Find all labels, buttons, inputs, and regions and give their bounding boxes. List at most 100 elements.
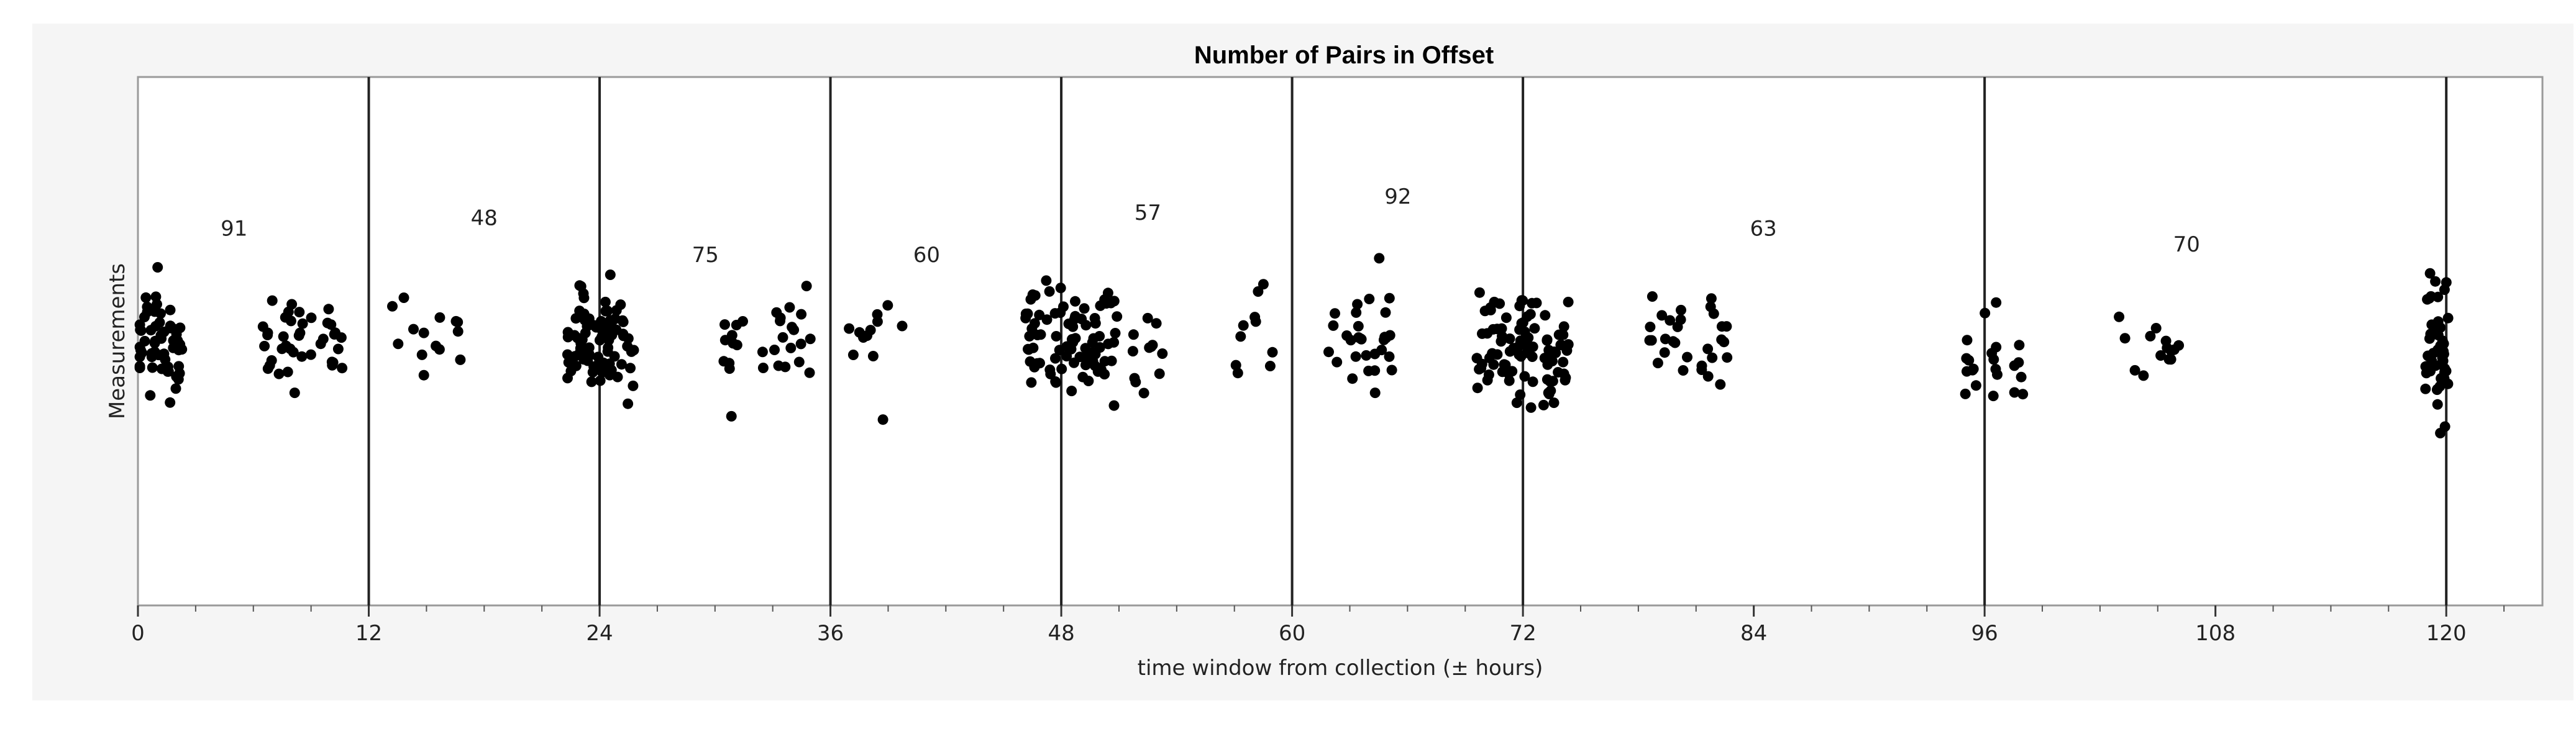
data-point	[1020, 312, 1031, 324]
data-point	[562, 349, 573, 360]
data-point	[1980, 307, 1991, 319]
data-point	[326, 356, 337, 368]
data-point	[2432, 399, 2443, 410]
data-point	[1652, 358, 1663, 369]
data-point	[1660, 333, 1671, 345]
data-point	[1558, 321, 1569, 332]
data-point	[1353, 320, 1364, 332]
data-point	[628, 345, 639, 356]
data-point	[262, 327, 273, 338]
data-point	[2442, 312, 2454, 324]
data-point	[145, 390, 156, 401]
data-point	[618, 316, 629, 327]
data-point	[1041, 275, 1052, 286]
data-point	[332, 343, 344, 355]
data-point	[793, 356, 805, 368]
data-point	[296, 351, 308, 362]
data-point	[1702, 343, 1714, 355]
data-point	[769, 345, 780, 355]
data-point	[2009, 387, 2020, 398]
x-tick-label: 12	[355, 621, 382, 646]
data-point	[1553, 367, 1564, 378]
data-point	[1258, 279, 1269, 290]
data-point	[1023, 343, 1033, 355]
data-point	[625, 363, 636, 374]
data-point	[1476, 358, 1487, 369]
data-point	[1051, 377, 1062, 388]
data-point	[1659, 347, 1670, 358]
data-point	[1264, 361, 1276, 371]
data-point	[1157, 348, 1168, 359]
data-point	[724, 358, 735, 369]
data-point	[2432, 316, 2444, 327]
x-tick-label: 72	[1509, 621, 1536, 646]
data-point	[2163, 354, 2175, 365]
data-point	[2424, 268, 2436, 279]
data-point	[1128, 329, 1139, 340]
group-count-label: 48	[471, 206, 498, 230]
data-point	[603, 342, 614, 353]
data-point	[152, 262, 163, 273]
group-count-label: 63	[1750, 216, 1776, 241]
data-point	[1050, 353, 1061, 364]
data-point	[858, 332, 869, 343]
data-point	[1563, 339, 1574, 350]
data-point	[398, 292, 409, 303]
data-point	[2434, 381, 2446, 392]
data-point	[1025, 294, 1036, 305]
data-point	[1250, 316, 1261, 327]
data-point	[882, 300, 893, 311]
data-point	[2428, 348, 2439, 359]
data-point	[1540, 310, 1551, 321]
data-point	[155, 308, 166, 319]
data-point	[1102, 288, 1113, 299]
group-count-label: 60	[913, 243, 940, 268]
data-point	[1962, 335, 1973, 346]
data-point	[602, 306, 613, 317]
data-point	[2155, 350, 2167, 361]
data-point	[434, 312, 445, 323]
data-point	[434, 344, 445, 355]
data-point	[1529, 323, 1540, 334]
data-point	[1142, 312, 1153, 324]
data-point	[452, 326, 464, 337]
data-point	[847, 350, 859, 360]
group-count-labels: 91 48 75 60 57 92 63 70	[221, 184, 2200, 268]
data-point	[173, 345, 185, 356]
plot-area	[137, 76, 2544, 607]
data-point	[562, 332, 573, 343]
data-point	[1044, 364, 1056, 375]
data-point	[1517, 295, 1528, 306]
data-point	[165, 304, 176, 315]
y-axis-label: Measurements	[105, 263, 130, 419]
data-point	[1682, 351, 1692, 363]
data-point	[1504, 346, 1515, 357]
data-point	[297, 318, 308, 329]
data-point	[1127, 346, 1138, 357]
data-point	[623, 333, 634, 344]
data-point	[582, 321, 593, 332]
data-point	[134, 363, 145, 373]
data-point	[865, 325, 876, 336]
data-point	[787, 322, 798, 333]
data-point	[2138, 370, 2149, 381]
x-tick-label: 60	[1279, 621, 1305, 646]
data-point	[1722, 352, 1733, 363]
data-point	[408, 324, 419, 335]
data-point	[1656, 310, 1668, 321]
data-point	[1500, 360, 1511, 371]
data-point	[150, 335, 161, 346]
data-point	[1051, 331, 1062, 342]
data-point	[628, 380, 639, 391]
data-point	[1541, 334, 1553, 345]
data-point	[1129, 373, 1140, 384]
data-point	[801, 281, 812, 292]
data-point	[1525, 402, 1537, 413]
data-point	[1079, 303, 1090, 314]
data-point	[623, 398, 634, 409]
data-point	[1146, 341, 1157, 352]
data-point	[1511, 397, 1522, 409]
data-point	[1484, 353, 1495, 363]
data-point	[1500, 312, 1512, 324]
